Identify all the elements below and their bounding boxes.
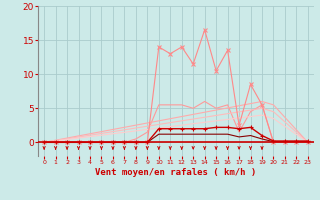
X-axis label: Vent moyen/en rafales ( km/h ): Vent moyen/en rafales ( km/h ) (95, 168, 257, 177)
